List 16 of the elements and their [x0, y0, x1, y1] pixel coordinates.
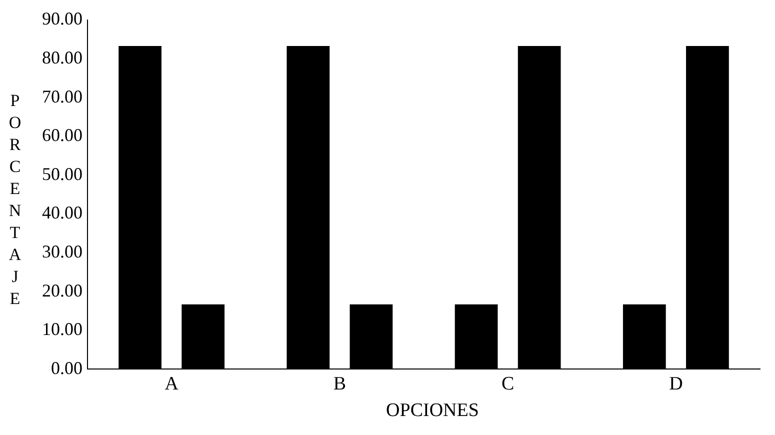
y-tick-label: 90.00 — [42, 8, 82, 29]
y-tick-label: 20.00 — [42, 280, 82, 300]
y-tick-label: 80.00 — [42, 48, 82, 68]
x-tick-label: C — [501, 374, 514, 395]
y-tick-label: 40.00 — [42, 202, 82, 223]
x-tick-label: B — [333, 374, 346, 395]
x-tick-label: A — [164, 374, 179, 395]
y-tick-label: 60.00 — [42, 125, 82, 146]
y-tick-label: 70.00 — [42, 86, 82, 106]
y-tick-label: 50.00 — [42, 164, 82, 184]
x-tick-label: D — [669, 374, 683, 395]
text: PORCENTAJE — [8, 91, 22, 308]
y-tick-label: 0.00 — [51, 358, 82, 378]
x-axis-title: OPCIONES — [385, 400, 480, 422]
y-tick-label: 30.00 — [42, 242, 82, 262]
y-tick-label: 10.00 — [42, 319, 82, 340]
